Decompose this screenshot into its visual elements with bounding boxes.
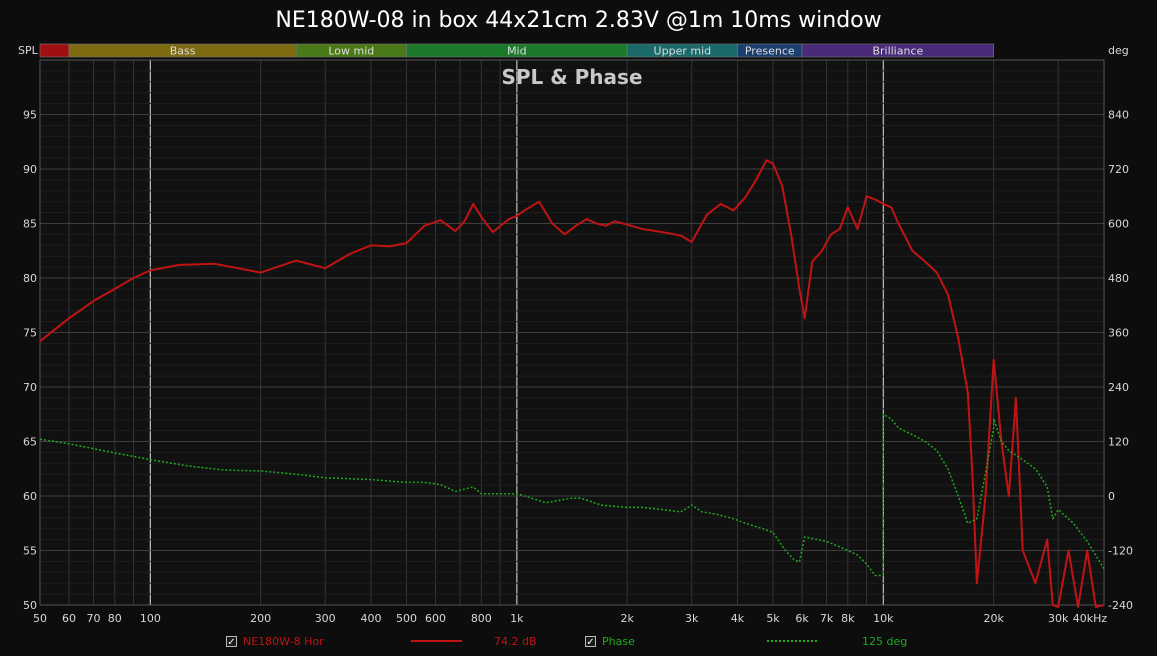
phase-cursor-value: 125 deg bbox=[862, 634, 908, 648]
phase-tick-label: -120 bbox=[1108, 545, 1133, 558]
band-label: Upper mid bbox=[654, 45, 712, 58]
spl-tick-label: 60 bbox=[23, 490, 37, 503]
spl-tick-label: 55 bbox=[23, 545, 37, 558]
plot-frame bbox=[39, 59, 1105, 606]
chart-title: NE180W-08 in box 44x21cm 2.83V @1m 10ms … bbox=[275, 8, 882, 33]
frequency-tick-label: 400 bbox=[360, 612, 381, 625]
spl-axis-ticks: 50 55 60 65 70 75 80 85 90 95 bbox=[23, 109, 37, 613]
spl-tick-label: 65 bbox=[23, 436, 37, 449]
plot-subtitle: SPL & Phase bbox=[501, 65, 642, 89]
phase-curve bbox=[39, 413, 1105, 577]
legend-spl: ✓ NE180W-8 Hor bbox=[226, 632, 324, 650]
phase-tick-label: 360 bbox=[1108, 327, 1129, 340]
spl-axis-label: SPL bbox=[18, 44, 39, 57]
spl-visibility-checkbox[interactable]: ✓ bbox=[226, 635, 237, 648]
band-label: Bass bbox=[170, 45, 196, 58]
frequency-tick-label: 600 bbox=[425, 612, 446, 625]
frequency-tick-label: 200 bbox=[250, 612, 271, 625]
band-label: Low mid bbox=[328, 45, 374, 58]
phase-tick-label: 840 bbox=[1108, 109, 1129, 122]
phase-legend-swatch bbox=[767, 640, 818, 642]
frequency-tick-label: 2k bbox=[620, 612, 634, 625]
band-label: Presence bbox=[745, 45, 795, 58]
frequency-tick-label: 60 bbox=[62, 612, 76, 625]
legend-spl-value: 74.2 dB bbox=[494, 632, 537, 650]
frequency-tick-label: 8k bbox=[841, 612, 855, 625]
frequency-tick-label: 4k bbox=[731, 612, 745, 625]
spl-tick-label: 70 bbox=[23, 381, 37, 394]
spl-legend-label: NE180W-8 Hor bbox=[243, 634, 324, 648]
phase-tick-label: 120 bbox=[1108, 436, 1129, 449]
band-label: Brilliance bbox=[872, 45, 923, 58]
spl-tick-label: 85 bbox=[23, 218, 37, 231]
spl-tick-label: 95 bbox=[23, 109, 37, 122]
frequency-tick-label: 30k bbox=[1048, 612, 1069, 625]
phase-tick-label: -240 bbox=[1108, 599, 1133, 612]
phase-axis-ticks: -240 -120 0 120 240 360 480 600 720 840 bbox=[1108, 109, 1133, 613]
phase-legend-label: Phase bbox=[602, 634, 635, 648]
phase-tick-label: 0 bbox=[1108, 490, 1115, 503]
deg-axis-label: deg bbox=[1108, 44, 1129, 57]
band-brilliance bbox=[801, 43, 994, 58]
spl-legend-swatch bbox=[411, 640, 462, 642]
frequency-tick-label: 70 bbox=[87, 612, 101, 625]
phase-visibility-checkbox[interactable]: ✓ bbox=[585, 635, 596, 648]
spl-tick-label: 75 bbox=[23, 327, 37, 340]
frequency-tick-label: 5k bbox=[766, 612, 780, 625]
frequency-tick-label: 20k bbox=[983, 612, 1004, 625]
frequency-tick-label: 10k bbox=[873, 612, 894, 625]
frequency-tick-label: 50 bbox=[33, 612, 47, 625]
spl-tick-label: 80 bbox=[23, 272, 37, 285]
legend-phase-value: 125 deg bbox=[862, 632, 907, 650]
phase-tick-label: 480 bbox=[1108, 272, 1129, 285]
frequency-tick-label: 40kHz bbox=[1073, 612, 1108, 625]
phase-tick-label: 720 bbox=[1108, 163, 1129, 176]
frequency-tick-label: 500 bbox=[396, 612, 417, 625]
frequency-tick-label: 3k bbox=[685, 612, 699, 625]
spl-tick-label: 50 bbox=[23, 599, 37, 612]
frequency-tick-label: 6k bbox=[795, 612, 809, 625]
phase-tick-label: 600 bbox=[1108, 218, 1129, 231]
frequency-band-bar: Bass Low mid Mid Upper mid Presence Brillianc… bbox=[39, 43, 994, 58]
frequency-axis-ticks: 50 60 70 80 100 200 300 400 500 600 800 1k 2k 3k 4k 5k 6… bbox=[33, 612, 1107, 625]
spl-cursor-value: 74.2 dB bbox=[494, 634, 537, 648]
frequency-tick-label: 7k bbox=[820, 612, 834, 625]
legend-phase: ✓ Phase bbox=[585, 632, 635, 650]
curves bbox=[39, 159, 1105, 608]
grid bbox=[39, 59, 1105, 606]
spl-tick-label: 90 bbox=[23, 163, 37, 176]
frequency-tick-label: 300 bbox=[315, 612, 336, 625]
phase-tick-label: 240 bbox=[1108, 381, 1129, 394]
frequency-tick-label: 800 bbox=[471, 612, 492, 625]
band-sub-bass bbox=[39, 43, 70, 58]
frequency-tick-label: 100 bbox=[140, 612, 161, 625]
band-label: Mid bbox=[507, 45, 527, 58]
frequency-tick-label: 1k bbox=[510, 612, 524, 625]
frequency-tick-label: 80 bbox=[108, 612, 122, 625]
spl-curve bbox=[39, 159, 1105, 608]
